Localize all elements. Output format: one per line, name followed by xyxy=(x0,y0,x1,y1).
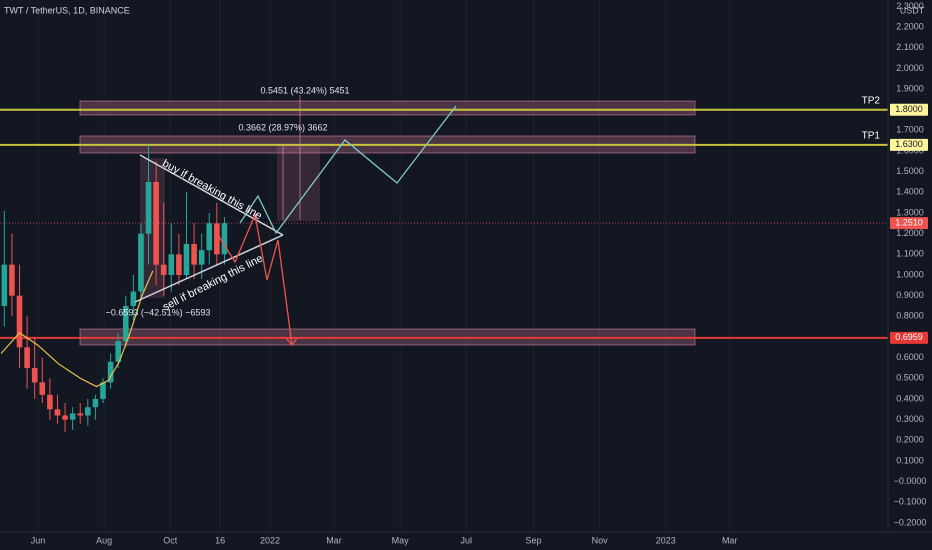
candle-body xyxy=(92,398,99,408)
y-tick-label: 2.2000 xyxy=(896,21,924,31)
arrow-head xyxy=(285,337,298,347)
x-tick-label: Jul xyxy=(460,535,472,545)
x-tick-label: Mar xyxy=(326,535,342,545)
candle-body xyxy=(39,382,46,395)
y-tick-label: 0.5000 xyxy=(896,373,924,383)
y-tick-label: 0.3000 xyxy=(896,414,924,424)
x-tick-label: 2022 xyxy=(260,535,280,545)
price-label: 1.8000 xyxy=(895,104,923,114)
x-tick-label: Jun xyxy=(31,535,46,545)
y-tick-label: 0.9000 xyxy=(896,290,924,300)
y-tick-label: 0.4000 xyxy=(896,393,924,403)
candle-body xyxy=(221,223,228,255)
candle-body xyxy=(153,182,159,265)
candle-body xyxy=(191,243,197,265)
y-tick-label: 1.1000 xyxy=(896,249,924,259)
y-tick-label: 2.3000 xyxy=(896,1,924,11)
candle-body xyxy=(31,367,38,383)
candle-body xyxy=(206,223,213,251)
candle-body xyxy=(24,347,30,368)
x-tick-label: Oct xyxy=(163,535,178,545)
y-tick-label: 0.2000 xyxy=(896,435,924,445)
trend-line xyxy=(139,154,284,236)
candle-body xyxy=(9,264,15,296)
y-tick-label: 0.6000 xyxy=(896,352,924,362)
candle-body xyxy=(122,305,129,342)
y-tick-label: 1.5000 xyxy=(896,166,924,176)
candle-body xyxy=(47,394,53,410)
x-tick-label: Nov xyxy=(592,535,609,545)
candle-body xyxy=(176,254,182,275)
price-label: 0.6959 xyxy=(895,332,923,342)
y-tick-label: −0.0000 xyxy=(894,476,927,486)
measure-box xyxy=(140,158,165,298)
x-tick-label: Sep xyxy=(525,535,541,545)
y-tick-label: 1.9000 xyxy=(896,83,924,93)
trend-line xyxy=(134,234,284,303)
candle-body xyxy=(130,291,137,306)
candle-body xyxy=(54,409,61,416)
candle-body xyxy=(168,254,175,275)
y-tick-label: −0.2000 xyxy=(894,517,927,527)
y-tick-label: 1.2000 xyxy=(896,228,924,238)
x-tick-label: 16 xyxy=(215,535,225,545)
y-tick-label: 2.1000 xyxy=(896,42,924,52)
candle-body xyxy=(138,233,144,292)
candle-body xyxy=(85,407,91,416)
candle-body xyxy=(16,295,23,348)
y-tick-label: 1.7000 xyxy=(896,125,924,135)
level-name: TP1 xyxy=(862,130,881,141)
y-tick-label: 1.4000 xyxy=(896,187,924,197)
candle-body xyxy=(1,264,8,306)
chart-title: TWT / TetherUS, 1D, BINANCE xyxy=(4,5,130,15)
candle-body xyxy=(198,250,205,265)
axes: 2.3000 2.2000 2.1000 2.0000 1.9000 1.8000 1.70… xyxy=(31,1,928,545)
x-tick-label: 2023 xyxy=(656,535,676,545)
y-tick-label: 1.0000 xyxy=(896,269,924,279)
candle-body xyxy=(145,182,152,234)
annotation: −0.6593 (−42.51%) −6593 xyxy=(106,307,211,317)
x-tick-label: Aug xyxy=(96,535,112,545)
zone xyxy=(79,100,696,116)
price-label-box xyxy=(890,103,928,116)
y-tick-label: 2.0000 xyxy=(896,63,924,73)
projection-up xyxy=(239,105,457,235)
candle-body xyxy=(107,361,114,383)
plot xyxy=(0,144,228,433)
x-tick-label: May xyxy=(392,535,410,545)
candle-body xyxy=(160,264,167,275)
y-tick-label: −0.1000 xyxy=(894,497,927,507)
annotation: 0.3662 (28.97%) 3662 xyxy=(238,122,327,132)
price-label-box xyxy=(890,138,928,151)
candle-body xyxy=(62,415,68,420)
candle-body xyxy=(214,223,220,255)
y-tick-label: 0.8000 xyxy=(896,311,924,321)
y-tick-label: 1.3000 xyxy=(896,207,924,217)
price-label: 1.2510 xyxy=(895,218,923,228)
candle-body xyxy=(69,413,76,420)
y-unit: USDT xyxy=(900,5,925,15)
candle-body xyxy=(100,382,106,399)
moving-average xyxy=(0,270,154,388)
projection-down xyxy=(214,212,293,346)
y-tick-label: 0.1000 xyxy=(896,455,924,465)
x-tick-label: Mar xyxy=(722,535,738,545)
candle-body xyxy=(183,243,190,275)
price-label: 1.6300 xyxy=(895,139,923,149)
price-label-box xyxy=(890,331,928,344)
price-label-box xyxy=(890,217,928,230)
candle-body xyxy=(115,341,121,362)
level-name: TP2 xyxy=(862,95,881,106)
annotation: 0.5451 (43.24%) 5451 xyxy=(260,85,349,95)
candle-body xyxy=(77,413,84,416)
